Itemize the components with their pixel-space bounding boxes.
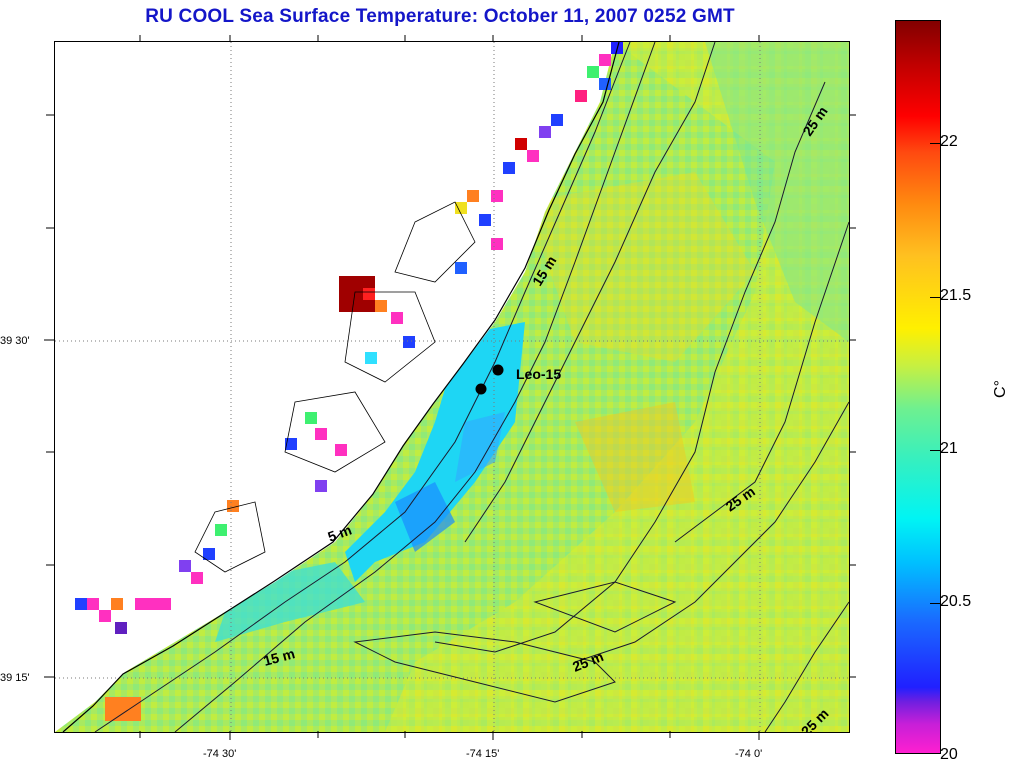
depth-label-5m: 5 m bbox=[326, 522, 354, 545]
leo-15-marker-inshore[interactable] bbox=[475, 383, 487, 395]
cold-core bbox=[395, 482, 455, 552]
lon-label-74-15: -74 15' bbox=[466, 748, 500, 760]
sst-map[interactable]: 5 m 15 m 15 m 25 m 25 m 25 m 25 m Leo-15 bbox=[54, 41, 850, 733]
land-mass bbox=[55, 42, 615, 732]
coastal-pixels bbox=[75, 42, 623, 721]
lat-label-39-15: 39 15' bbox=[0, 672, 30, 684]
lat-label-39-30: 39 30' bbox=[0, 335, 30, 347]
leo-15-marker[interactable] bbox=[492, 364, 504, 376]
colorbar-tick-20-5: 20.5 bbox=[940, 593, 972, 610]
colorbar-tick-21-5: 21.5 bbox=[940, 287, 972, 304]
colorbar-tick-21: 21 bbox=[940, 440, 958, 457]
axis-ticks bbox=[44, 35, 856, 740]
cool-band-northeast bbox=[705, 42, 849, 342]
bay-outlines bbox=[194, 201, 476, 573]
lon-label-74-0: -74 0' bbox=[735, 748, 763, 760]
lon-label-74-30: -74 30' bbox=[203, 748, 237, 760]
colorbar-tick-mark bbox=[930, 297, 940, 298]
colorbar-tick-22: 22 bbox=[940, 133, 958, 150]
bathymetry-contours bbox=[94, 42, 849, 732]
colorbar-unit-label: C° bbox=[991, 380, 1009, 398]
sst-map-svg: 5 m 15 m 15 m 25 m 25 m 25 m 25 m Leo-15 bbox=[55, 42, 849, 732]
map-title: RU COOL Sea Surface Temperature: October… bbox=[145, 6, 735, 27]
depth-label-15m-south: 15 m bbox=[262, 645, 297, 669]
colorbar-tick-20: 20 bbox=[940, 746, 958, 763]
colorbar-tick-mark bbox=[930, 143, 940, 144]
warm-patch-center bbox=[575, 402, 695, 512]
temperature-colorbar bbox=[895, 20, 941, 754]
warm-patch-north bbox=[525, 172, 755, 362]
colorbar-tick-mark bbox=[930, 603, 940, 604]
cold-core-2 bbox=[455, 412, 505, 482]
warm-offshore-zone bbox=[385, 42, 849, 732]
graticule bbox=[55, 42, 849, 732]
coastline bbox=[62, 42, 620, 732]
leo-15-label: Leo-15 bbox=[516, 366, 561, 382]
colorbar-tick-mark bbox=[930, 450, 940, 451]
